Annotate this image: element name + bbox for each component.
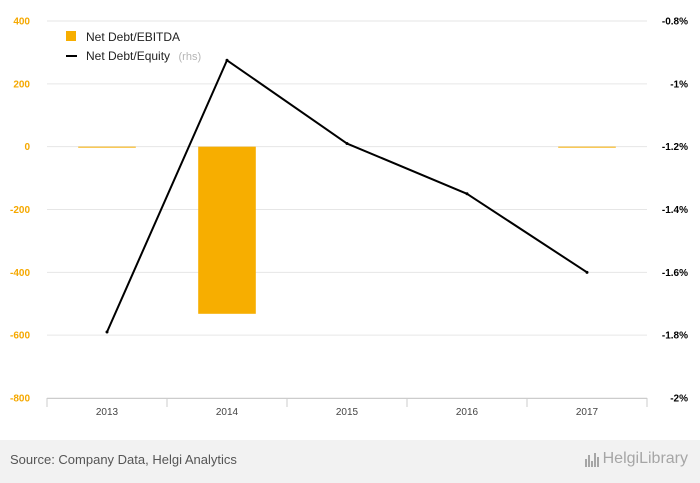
brand-logo: HelgiLibrary — [584, 450, 688, 468]
y-left-tick-label: 400 — [13, 17, 30, 28]
y-left-tick-label: -200 — [10, 205, 30, 216]
legend-label-line-name: Net Debt/Equity — [86, 49, 170, 63]
line-point — [225, 58, 229, 62]
gridlines — [46, 20, 648, 407]
y-left-tick-label: 200 — [13, 79, 30, 90]
line-path — [106, 59, 588, 333]
y-right-tick-label: -1.4% — [662, 205, 688, 216]
y-left-tick-label: -800 — [10, 394, 30, 405]
y-left-tick-label: 0 — [24, 142, 30, 153]
legend-label-line-note: (rhs) — [179, 51, 202, 63]
line-point — [345, 142, 349, 146]
y-right-tick-label: -2% — [670, 394, 688, 405]
bar — [198, 146, 256, 314]
y-right-tick-label: -1.8% — [662, 331, 688, 342]
bar — [558, 146, 616, 148]
legend: Net Debt/EBITDA Net Debt/Equity (rhs) — [66, 30, 201, 64]
source-note: Source: Company Data, Helgi Analytics — [10, 452, 237, 467]
chart: 400 -0.8% 200 -1% 0 -1.2% -200 -1.4% -400 -1.6% -6… — [10, 17, 688, 419]
bar — [78, 146, 136, 148]
y-left-tick-label: -400 — [10, 268, 30, 279]
y-right-tick-label: -1.2% — [662, 142, 688, 153]
y-left-tick-label: -600 — [10, 331, 30, 342]
line-point — [465, 192, 469, 196]
y-right-tick-label: -0.8% — [662, 17, 688, 28]
legend-swatch-bar — [66, 31, 76, 41]
x-tick-label: 2017 — [576, 407, 599, 418]
footer: Source: Company Data, Helgi Analytics He… — [0, 440, 700, 483]
brand-name: HelgiLibrary — [602, 450, 688, 467]
library-icon — [584, 451, 599, 467]
y-right-tick-label: -1.6% — [662, 268, 688, 279]
legend-label-bar: Net Debt/EBITDA — [86, 30, 180, 44]
x-tick-label: 2013 — [96, 407, 119, 418]
x-tick-label: 2016 — [456, 407, 479, 418]
bar-series — [78, 146, 616, 314]
line-point — [585, 270, 589, 274]
y-right-tick-label: -1% — [670, 79, 688, 90]
legend-label-line: Net Debt/Equity (rhs) — [86, 47, 201, 64]
line-series — [105, 58, 589, 334]
x-tick-label: 2015 — [336, 407, 359, 418]
x-tick-label: 2014 — [216, 407, 239, 418]
axis-ticks: 400 -0.8% 200 -1% 0 -1.2% -200 -1.4% -400 -1.6% -6… — [10, 17, 688, 419]
line-point — [105, 330, 109, 334]
